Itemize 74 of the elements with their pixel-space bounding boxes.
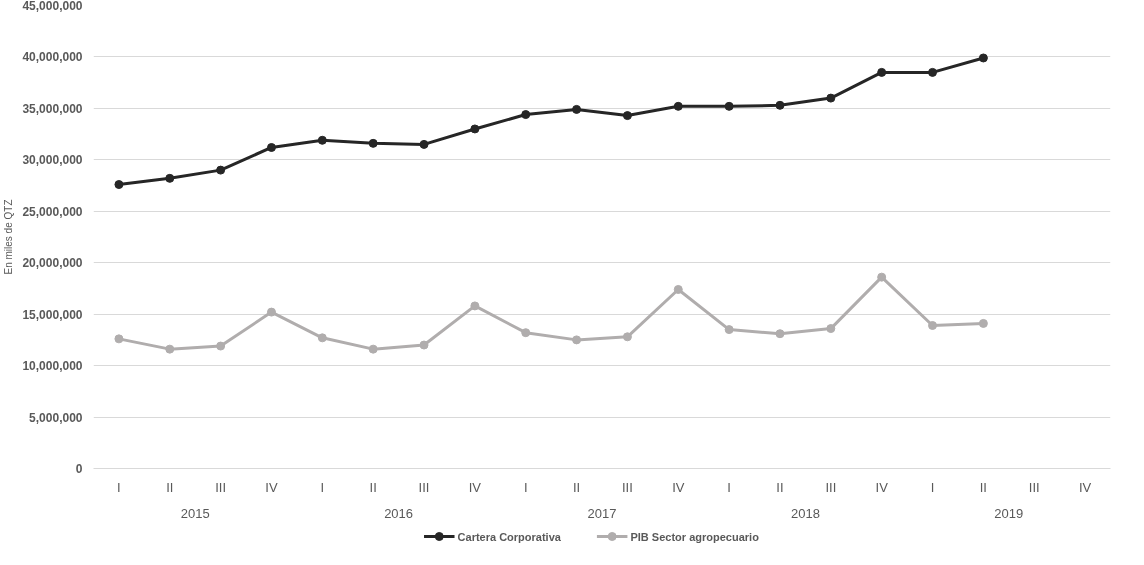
- y-tick-label: 30,000,000: [22, 153, 83, 168]
- text: 2016: [384, 505, 414, 521]
- point: [368, 138, 378, 148]
- x-tick-label: II: [572, 479, 581, 495]
- text: 2018: [790, 505, 820, 521]
- y-tick-label: 0: [75, 462, 83, 476]
- y-tick-label: 5,000,000: [29, 410, 83, 425]
- y-tick-label: 15,000,000: [22, 307, 83, 322]
- point: [826, 93, 836, 103]
- point: [419, 139, 429, 149]
- x-tick-label: IV: [672, 479, 685, 495]
- x-tick-label: I: [320, 479, 325, 495]
- x-tick-label: IV: [468, 479, 482, 495]
- point: [724, 325, 734, 335]
- legend-label: Cartera Corporativa: [457, 530, 562, 543]
- point: [216, 165, 226, 175]
- point: [826, 324, 836, 334]
- x-tick-label: II: [979, 479, 987, 495]
- x-tick-label: IV: [875, 479, 889, 495]
- point: [928, 67, 938, 77]
- y-tick-label: 10,000,000: [22, 359, 83, 374]
- y-tick-label: 20,000,000: [22, 256, 83, 271]
- x-tick-label: III: [418, 479, 430, 495]
- x-tick-label: IV: [265, 479, 278, 495]
- point: [470, 301, 480, 311]
- point: [216, 341, 226, 351]
- point: [775, 100, 785, 110]
- y-tick-label: 40,000,000: [22, 50, 83, 65]
- x-tick-label: II: [369, 479, 377, 495]
- point: [724, 101, 734, 111]
- point: [368, 344, 378, 354]
- legend-label: PIB Sector agropecuario: [630, 530, 760, 543]
- point: [165, 173, 175, 183]
- y-axis-title: En miles de QTZ: [3, 199, 15, 275]
- x-tick-label: II: [776, 479, 784, 495]
- point: [572, 104, 582, 114]
- point: [775, 329, 785, 339]
- point: [419, 340, 429, 350]
- point: [114, 180, 124, 190]
- x-tick-label: III: [1028, 479, 1040, 495]
- x-tick-label: IV: [1078, 479, 1092, 495]
- point: [266, 307, 276, 317]
- point: [114, 334, 124, 344]
- point: [572, 335, 582, 345]
- text: 2015: [180, 505, 210, 521]
- y-tick-label: 35,000,000: [22, 101, 83, 116]
- point: [317, 135, 327, 145]
- point: [622, 332, 632, 342]
- text: 2017: [587, 505, 617, 521]
- point: [317, 333, 327, 343]
- point: [673, 101, 683, 111]
- x-tick-label: II: [166, 479, 174, 495]
- x-tick-label: III: [825, 479, 837, 495]
- x-tick-label: I: [523, 479, 528, 495]
- x-tick-label: III: [215, 479, 227, 495]
- point: [978, 318, 988, 328]
- point: [521, 110, 531, 120]
- point: [673, 284, 683, 294]
- point: [877, 67, 887, 77]
- point: [877, 272, 887, 282]
- point: [165, 344, 175, 354]
- text: 2019: [994, 505, 1024, 521]
- x-tick-label: I: [117, 479, 121, 495]
- point: [521, 328, 531, 338]
- point: [622, 111, 632, 121]
- x-tick-label: III: [622, 479, 633, 495]
- y-tick-label: 45,000,000: [22, 0, 83, 13]
- x-tick-label: I: [727, 479, 731, 495]
- point: [470, 124, 480, 134]
- x-tick-label: I: [930, 479, 935, 495]
- point: [266, 142, 276, 152]
- point: [978, 53, 988, 63]
- point: [928, 320, 938, 330]
- y-tick-label: 25,000,000: [22, 204, 83, 219]
